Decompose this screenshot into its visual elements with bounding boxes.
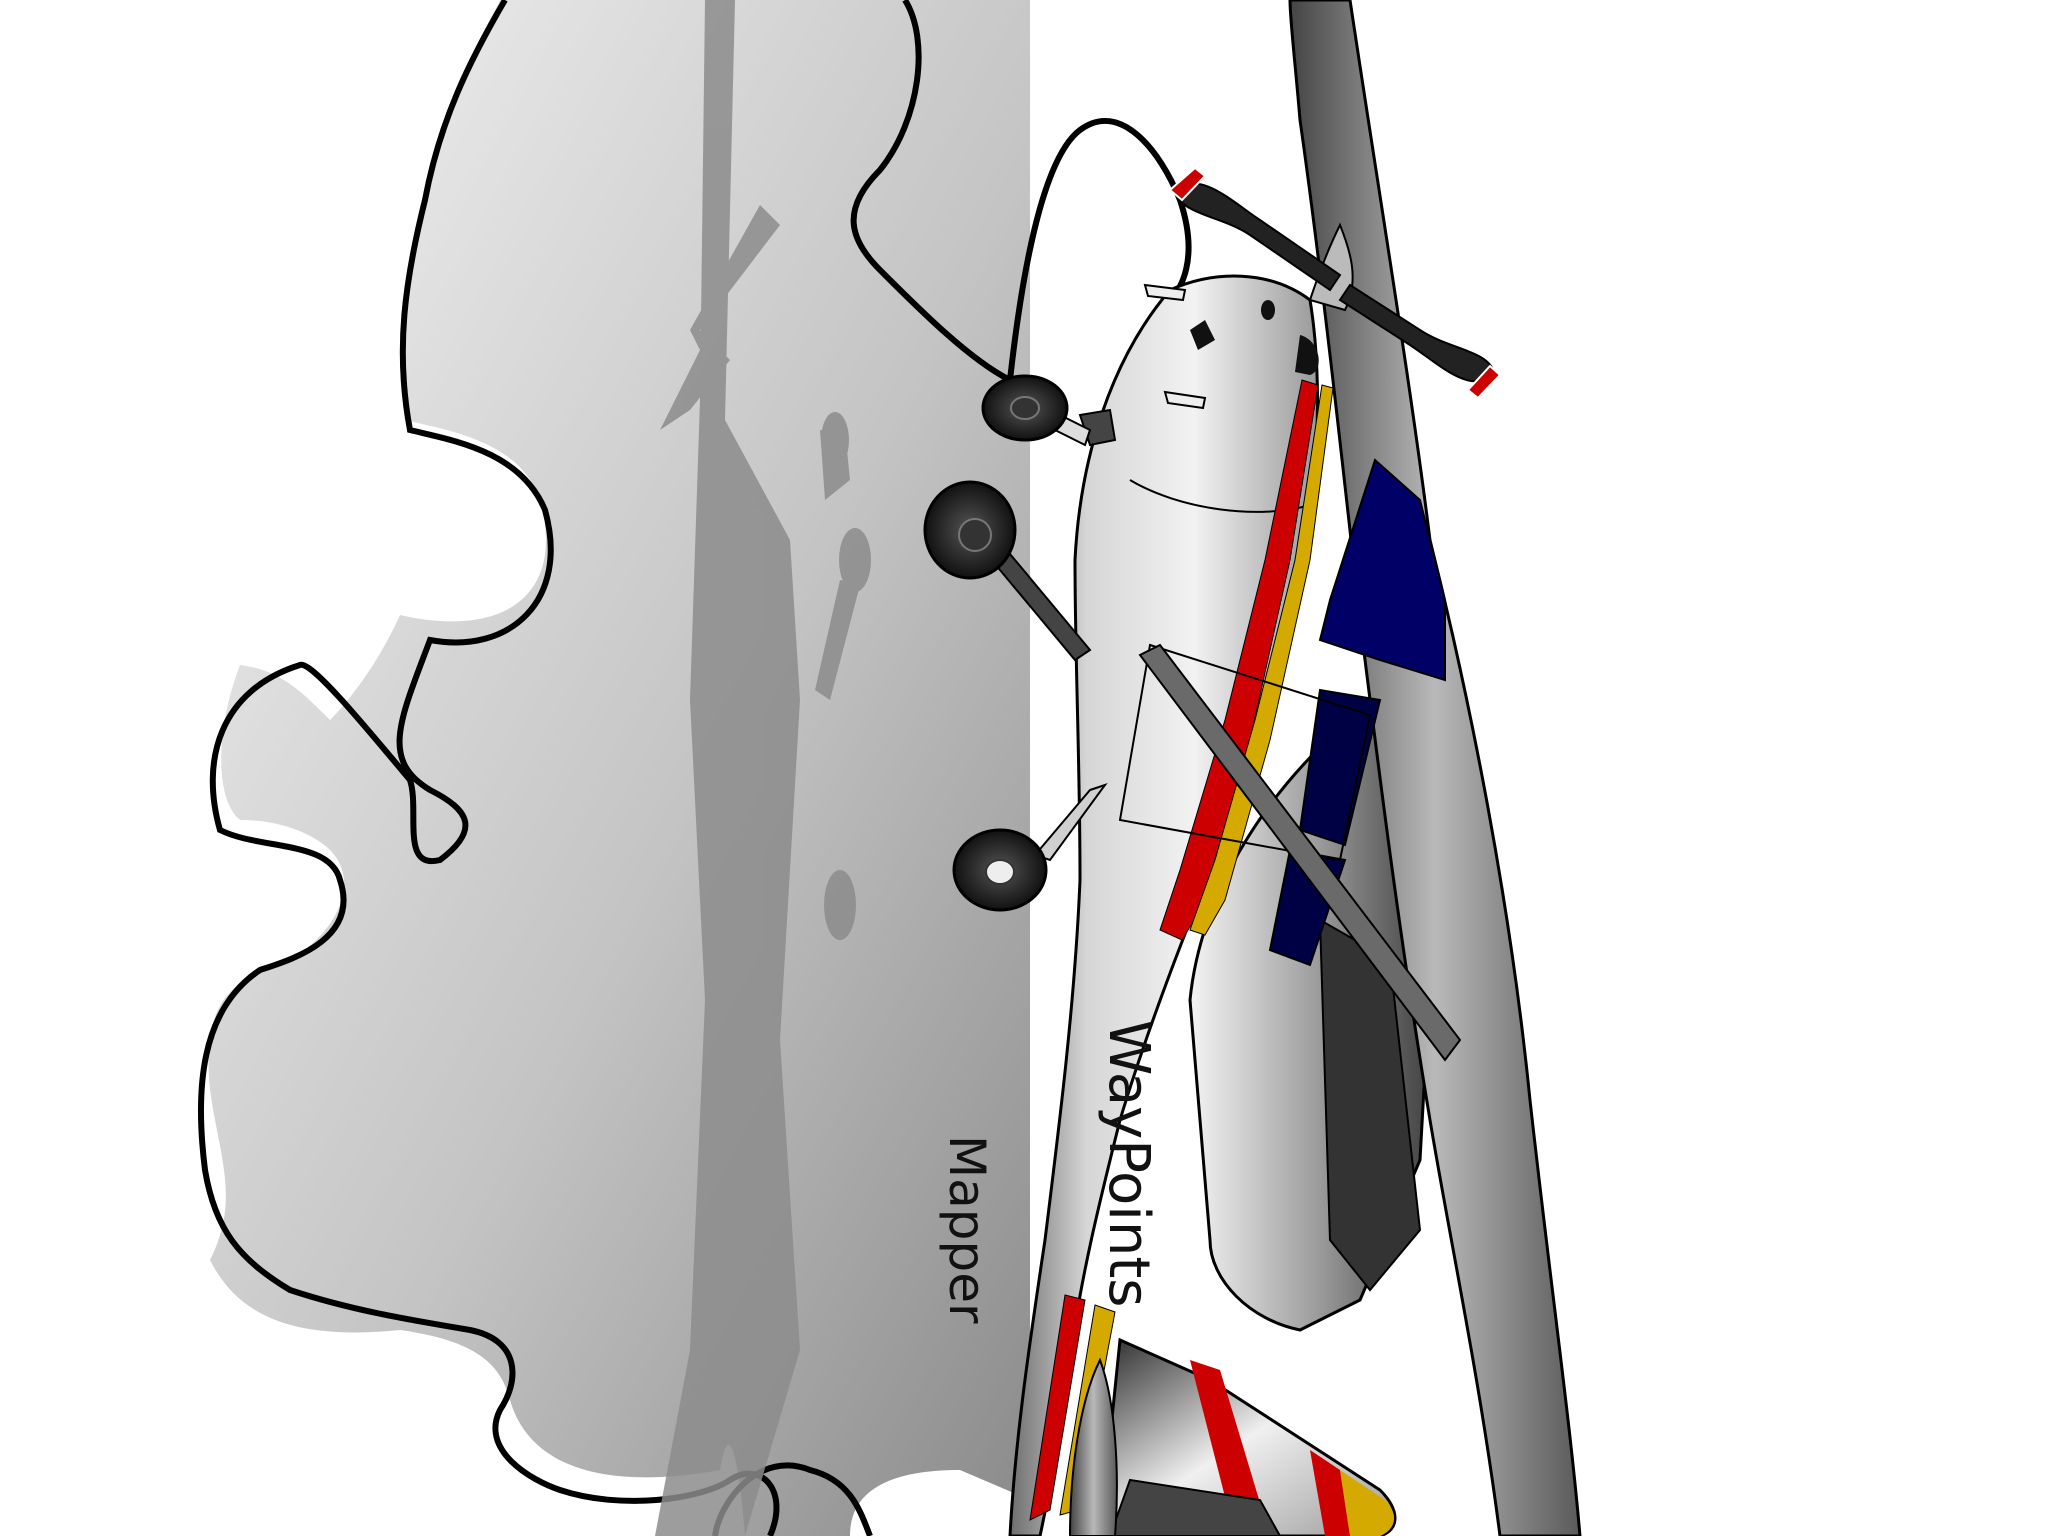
wing-root-navy-panel xyxy=(1318,458,1446,682)
propeller xyxy=(1168,166,1502,400)
main-landing-gear-right xyxy=(952,783,1108,912)
propeller-tip-red-upper xyxy=(1168,166,1207,202)
exhaust-port xyxy=(1190,320,1215,350)
fuselage-stripe-red xyxy=(1159,379,1319,941)
nose-landing-gear xyxy=(981,374,1117,447)
propeller-tip-red-lower xyxy=(1466,364,1502,400)
cabin-door-outline xyxy=(1118,643,1372,862)
vertical-fin xyxy=(1068,1357,1118,1536)
puzzle-piece-background xyxy=(208,0,1030,1536)
tail-stripe-red xyxy=(1190,1360,1270,1536)
cowl-scoop xyxy=(1295,335,1319,375)
nose-intake xyxy=(1261,300,1275,320)
airplane-shadow xyxy=(655,0,871,1536)
livery-subtitle: Mapper xyxy=(938,1135,996,1324)
rear-stripe-red xyxy=(1029,1294,1086,1521)
puzzle-piece-outline xyxy=(197,0,780,1536)
antenna-lower xyxy=(1163,390,1207,410)
wing-strut xyxy=(1138,643,1462,1062)
tail-stripe-red-2 xyxy=(1310,1450,1350,1536)
main-landing-gear-left xyxy=(923,480,1092,662)
livery-title: WayPoints xyxy=(1096,1020,1161,1307)
fuselage-stripe-yellow xyxy=(1189,384,1334,936)
antenna-upper xyxy=(1143,283,1187,302)
tail-tip-yellow xyxy=(1340,1470,1395,1536)
